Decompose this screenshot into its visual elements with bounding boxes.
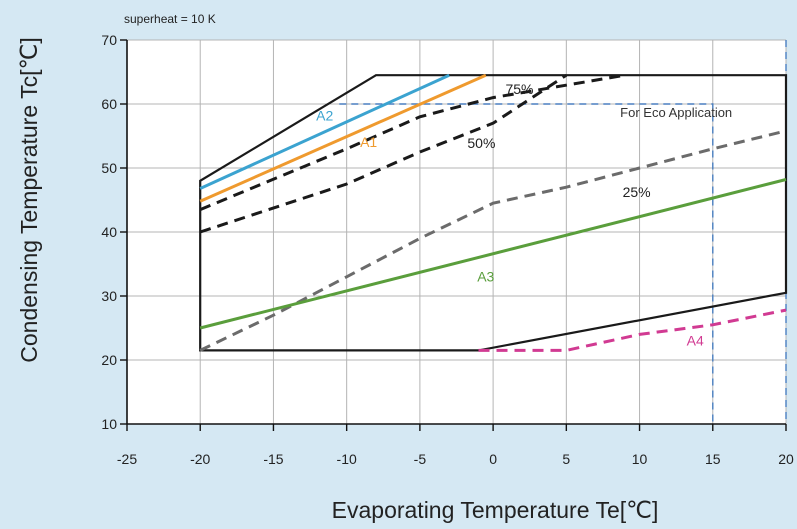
superheat-annotation: superheat = 10 K (124, 12, 216, 26)
series-label: 50% (467, 135, 495, 151)
eco-application-label: For Eco Application (620, 105, 732, 120)
eco-application-boundary (339, 103, 714, 424)
series-line-a1 (199, 73, 487, 203)
y-tick-label: 70 (101, 32, 117, 48)
series-line-50pct (199, 73, 568, 234)
series-label: 25% (623, 184, 651, 200)
series-label: A1 (360, 134, 377, 150)
series-line-a2 (199, 73, 450, 190)
y-tick-label: 50 (101, 160, 117, 176)
x-tick-label: -5 (414, 451, 427, 467)
y-tick-label: 30 (101, 288, 117, 304)
grid-layer (127, 39, 787, 424)
y-tick-label: 10 (101, 416, 117, 432)
y-axis-title: Condensing Temperature Tc[℃] (16, 37, 42, 362)
label-layer: A2 A1 75% 50% 25% A3 A4 For Eco Application (316, 81, 732, 349)
x-tick-label: 10 (632, 451, 648, 467)
x-tick-label: -15 (263, 451, 283, 467)
series-label: 75% (505, 81, 533, 97)
y-tick-label: 40 (101, 224, 117, 240)
x-tick-label: -10 (337, 451, 357, 467)
x-tick-label: -20 (190, 451, 210, 467)
y-tick-label: 20 (101, 352, 117, 368)
series-line-75pct (199, 73, 626, 211)
x-tick-label: -25 (117, 451, 137, 467)
series-layer (199, 40, 788, 424)
series-line-a3 (199, 178, 787, 330)
series-line-a4 (478, 308, 787, 352)
x-tick-label: 15 (705, 451, 721, 467)
x-tick-label: 5 (562, 451, 570, 467)
series-label: A3 (477, 268, 494, 284)
y-tick-label: 60 (101, 96, 117, 112)
series-label: A4 (687, 332, 704, 348)
axes-layer: -25 -20 -15 -10 -5 0 5 10 15 20 10 20 30 40 50 60 70 (101, 32, 794, 467)
x-tick-label: 0 (489, 451, 497, 467)
series-label: A2 (316, 108, 333, 124)
x-tick-label: 20 (778, 451, 794, 467)
x-axis-title: Evaporating Temperature Te[℃] (332, 497, 659, 523)
